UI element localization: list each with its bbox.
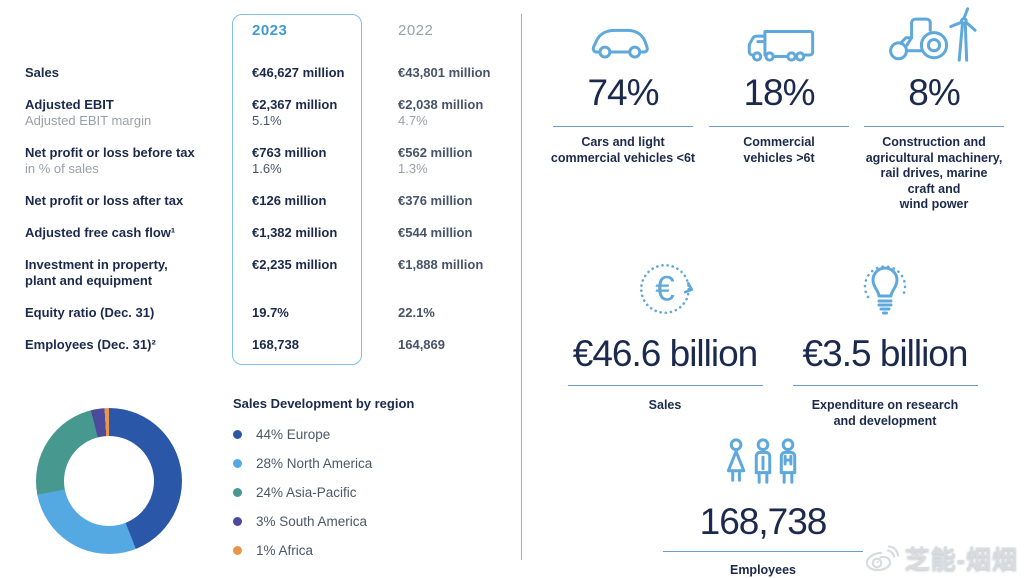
legend-label: 3% South America [256,513,368,529]
euro-cycle-icon: € [634,258,696,320]
sales-label: Sales [648,398,682,412]
segment-label: Cars and light commercial vehicles <6t [550,135,696,165]
table-row: Investment in property, plant and equipm… [25,257,529,289]
sales-value: €46.6 billion [572,333,758,374]
section-divider [521,14,522,560]
employees-value: 168,738 [699,501,828,542]
employees-icon [722,438,804,488]
legend-label: 24% Asia-Pacific [256,484,357,500]
segment-cars: 74% Cars and light commercial vehicles <… [543,14,703,166]
subvalue-2022: 4.7% [398,113,428,128]
underline [663,551,863,552]
value-2022: €562 million [398,145,473,160]
row-label: Net profit or loss after tax [25,193,184,208]
subvalue-2022: 1.3% [398,161,428,176]
legend-label: 44% Europe [256,426,331,442]
table-row: Employees (Dec. 31)² 168,738 164,869 [25,337,529,353]
legend-item-south-america: 3% South America [233,513,372,529]
row-sublabel: in % of sales [25,161,99,176]
rnd-label: Expenditure on research and development [811,398,959,428]
legend-item-africa: 1% Africa [233,542,372,558]
underline [709,126,849,127]
value-2022: €2,038 million [398,97,484,112]
table-row: Net profit or loss after tax €126 millio… [25,193,529,209]
value-2022: €376 million [398,193,473,208]
value-2023: €126 million [252,193,327,208]
table-row: Equity ratio (Dec. 31) 19.7% 22.1% [25,305,529,321]
legend-dot-asia-pacific [233,487,242,497]
row-label: Adjusted free cash flow¹ [25,225,176,240]
legend-dot-africa [233,545,242,555]
watermark-text: 芝能-烟烟 [904,546,1018,574]
segment-label: Construction and agricultural machinery,… [865,135,1003,211]
row-label: Equity ratio (Dec. 31) [25,305,155,320]
donut-hole [64,436,154,526]
underline [567,385,763,386]
legend-dot-north-america [233,458,242,468]
segment-label: Commercial vehicles >6t [743,135,815,165]
legend-item-asia-pacific: 24% Asia-Pacific [233,484,372,500]
row-label: Investment in property, plant and equipm… [25,257,168,288]
truck-icon [735,26,823,62]
segment-industrial: 8% Construction and agricultural machine… [853,14,1015,213]
legend-label: 28% North America [256,455,373,471]
value-2022: €544 million [398,225,473,240]
tractor-wind-turbine-icon [884,6,984,62]
segment-percentage: 74% [587,72,659,113]
financial-table: 2023 2022 Sales €46,627 million €43,801 … [25,22,529,369]
table-row: Adjusted free cash flow¹ €1,382 million … [25,225,529,241]
subvalue-2023: 1.6% [252,161,282,176]
region-chart-title: Sales Development by region [233,396,415,411]
legend-item-europe: 44% Europe [233,426,372,442]
value-2022: 22.1% [398,305,435,320]
legend-dot-south-america [233,516,242,526]
rnd-highlight: €3.5 billion Expenditure on research and… [775,258,995,429]
year-2022-header: 2022 [398,22,434,39]
segment-percentage: 8% [908,72,960,113]
watermark: 芝能-烟烟 [865,540,1018,576]
current-year-highlight-box [232,14,362,365]
employees-label: Employees [729,563,796,577]
segment-percentage: 18% [743,72,815,113]
underline [553,126,693,127]
value-2023: €2,367 million [252,97,338,112]
row-label: Net profit or loss before tax [25,145,195,160]
segment-commercial-vehicles: 18% Commercial vehicles >6t [699,14,859,166]
value-2022: €1,888 million [398,257,484,272]
employees-highlight: 168,738 Employees [650,438,876,578]
weibo-icon [865,545,899,572]
legend-item-north-america: 28% North America [233,455,373,471]
value-2023: 168,738 [252,337,299,352]
value-2022: 164,869 [398,337,445,352]
car-icon [587,24,659,62]
table-row: Adjusted EBIT Adjusted EBIT margin €2,36… [25,97,529,129]
table-row: Sales €46,627 million €43,801 million [25,65,529,81]
table-row: Net profit or loss before tax in % of sa… [25,145,529,177]
legend-dot-europe [233,429,242,439]
row-label: Adjusted EBIT [25,97,114,112]
row-sublabel: Adjusted EBIT margin [25,113,152,128]
row-label: Sales [25,65,59,80]
underline [792,385,978,386]
subvalue-2023: 5.1% [252,113,282,128]
sales-region-donut-chart [36,408,182,554]
value-2023: 19.7% [252,305,289,320]
value-2023: €1,382 million [252,225,338,240]
year-2023-header: 2023 [252,22,288,39]
value-2023: €46,627 million [252,65,345,80]
lightbulb-icon [855,256,915,320]
sales-highlight: € €46.6 billion Sales [555,258,775,414]
rnd-value: €3.5 billion [802,333,969,374]
legend-label: 1% Africa [256,542,314,558]
svg-text:€: € [655,269,675,308]
underline [864,126,1004,127]
region-legend: 44% Europe 28% North America 24% Asia-Pa… [233,427,372,572]
row-label: Employees (Dec. 31)² [25,337,156,352]
table-header-row: 2023 2022 [25,22,529,39]
value-2023: €2,235 million [252,257,338,272]
value-2023: €763 million [252,145,327,160]
value-2022: €43,801 million [398,65,491,80]
